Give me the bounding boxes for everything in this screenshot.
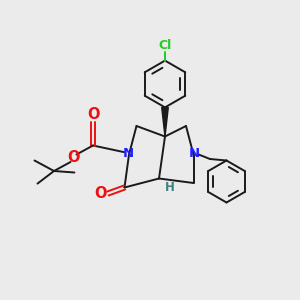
Text: Cl: Cl <box>158 39 172 52</box>
Text: O: O <box>87 107 99 122</box>
Text: O: O <box>67 150 80 165</box>
Text: H: H <box>165 181 174 194</box>
Text: N: N <box>122 147 134 161</box>
Text: O: O <box>94 186 107 201</box>
Text: N: N <box>188 147 200 161</box>
Polygon shape <box>162 107 168 136</box>
